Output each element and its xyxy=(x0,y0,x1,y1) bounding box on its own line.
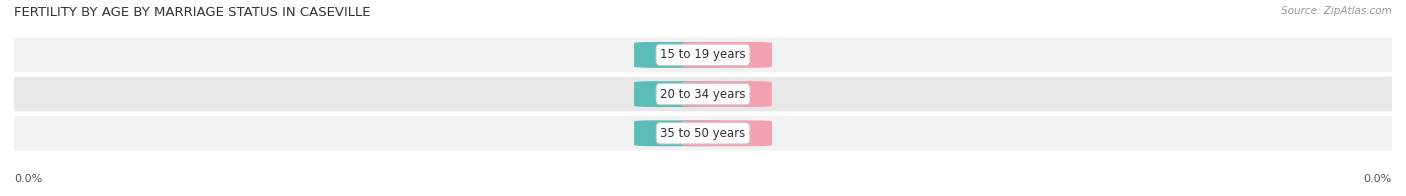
FancyBboxPatch shape xyxy=(682,81,772,107)
Text: Source: ZipAtlas.com: Source: ZipAtlas.com xyxy=(1281,6,1392,16)
FancyBboxPatch shape xyxy=(634,81,724,107)
FancyBboxPatch shape xyxy=(14,77,1392,111)
FancyBboxPatch shape xyxy=(682,120,772,146)
Text: 0.0%: 0.0% xyxy=(665,50,693,60)
Text: 0.0%: 0.0% xyxy=(14,174,42,184)
Text: FERTILITY BY AGE BY MARRIAGE STATUS IN CASEVILLE: FERTILITY BY AGE BY MARRIAGE STATUS IN C… xyxy=(14,6,371,19)
Text: 20 to 34 years: 20 to 34 years xyxy=(661,88,745,101)
FancyBboxPatch shape xyxy=(14,116,1392,151)
Text: 0.0%: 0.0% xyxy=(713,50,741,60)
Text: 0.0%: 0.0% xyxy=(713,89,741,99)
FancyBboxPatch shape xyxy=(634,120,724,146)
Text: 35 to 50 years: 35 to 50 years xyxy=(661,127,745,140)
FancyBboxPatch shape xyxy=(682,42,772,68)
Text: 0.0%: 0.0% xyxy=(665,128,693,138)
Text: 15 to 19 years: 15 to 19 years xyxy=(661,48,745,61)
FancyBboxPatch shape xyxy=(14,38,1392,72)
Text: 0.0%: 0.0% xyxy=(665,89,693,99)
FancyBboxPatch shape xyxy=(634,42,724,68)
Text: 0.0%: 0.0% xyxy=(1364,174,1392,184)
Text: 0.0%: 0.0% xyxy=(713,128,741,138)
